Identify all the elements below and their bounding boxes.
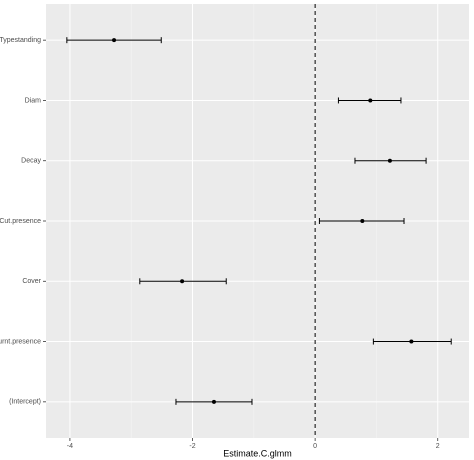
point	[387, 158, 392, 163]
y-tick-label: Decay	[21, 158, 41, 165]
y-tick-label: Cut.presence	[0, 218, 41, 225]
y-tick-label: Cover	[22, 278, 41, 285]
point	[368, 98, 373, 103]
x-tick-label: -4	[67, 443, 73, 450]
y-tick-label: Typestanding	[0, 37, 41, 44]
point	[211, 399, 216, 404]
x-axis-title: Estimate.C.glmm	[223, 448, 292, 458]
point	[112, 38, 117, 43]
y-tick-label: Burnt.presence	[0, 338, 41, 345]
x-tick-label: -2	[189, 443, 195, 450]
x-tick-label: 0	[313, 443, 317, 450]
point	[180, 279, 185, 284]
y-tick-label: (Intercept)	[9, 399, 41, 406]
point	[360, 219, 365, 223]
point	[409, 339, 414, 344]
x-tick-label: 2	[436, 443, 440, 450]
y-tick-label: Diam	[25, 97, 42, 104]
